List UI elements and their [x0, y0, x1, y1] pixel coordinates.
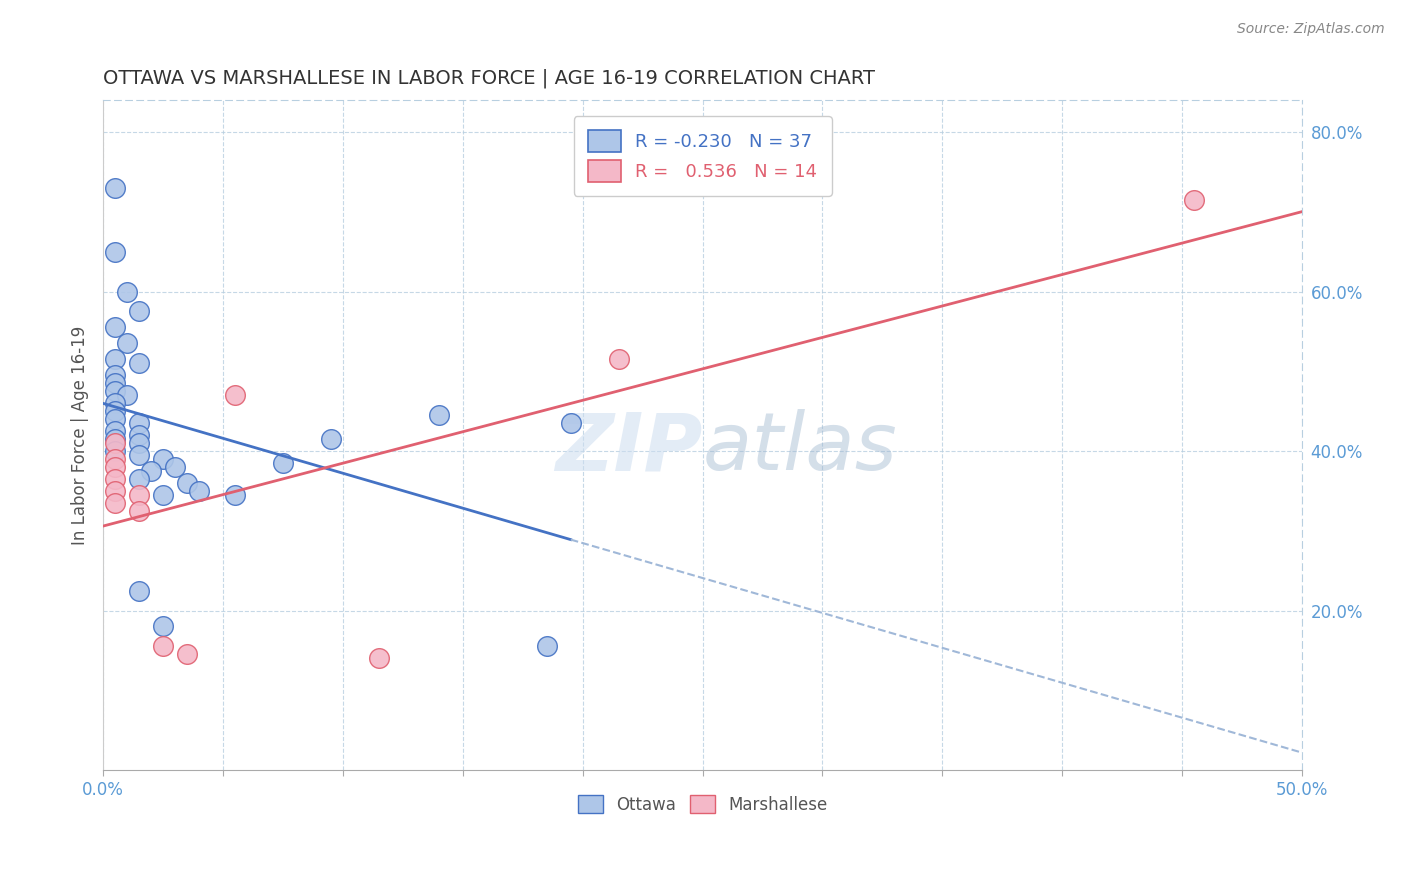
Point: [152, 452, 174, 467]
Point: [104, 444, 127, 458]
Point: [128, 436, 150, 450]
Point: [176, 475, 198, 490]
Point: [104, 436, 127, 450]
Point: [104, 496, 127, 510]
Point: [104, 384, 127, 399]
Point: [104, 368, 127, 383]
Text: Source: ZipAtlas.com: Source: ZipAtlas.com: [1237, 22, 1385, 37]
Legend: Ottawa, Marshallese: Ottawa, Marshallese: [569, 787, 835, 822]
Point: [104, 320, 127, 334]
Point: [115, 336, 138, 351]
Y-axis label: In Labor Force | Age 16-19: In Labor Force | Age 16-19: [72, 326, 89, 545]
Point: [104, 460, 127, 475]
Point: [607, 352, 630, 367]
Point: [152, 488, 174, 502]
Point: [319, 432, 342, 446]
Point: [128, 448, 150, 462]
Point: [104, 452, 127, 467]
Point: [104, 432, 127, 446]
Point: [104, 181, 127, 195]
Point: [104, 424, 127, 438]
Point: [271, 456, 294, 470]
Point: [128, 488, 150, 502]
Point: [128, 416, 150, 430]
Point: [115, 285, 138, 299]
Point: [536, 640, 558, 654]
Point: [104, 404, 127, 418]
Point: [560, 416, 582, 430]
Point: [104, 244, 127, 259]
Point: [1182, 193, 1205, 207]
Point: [139, 464, 162, 478]
Point: [104, 352, 127, 367]
Point: [128, 504, 150, 518]
Point: [367, 651, 389, 665]
Point: [224, 388, 246, 402]
Point: [104, 376, 127, 391]
Point: [128, 428, 150, 442]
Point: [152, 619, 174, 633]
Point: [427, 408, 450, 422]
Point: [104, 472, 127, 486]
Text: atlas: atlas: [703, 409, 897, 488]
Point: [176, 648, 198, 662]
Point: [128, 356, 150, 370]
Point: [188, 483, 211, 498]
Point: [104, 483, 127, 498]
Point: [104, 412, 127, 426]
Text: ZIP: ZIP: [555, 409, 703, 488]
Point: [128, 472, 150, 486]
Point: [152, 640, 174, 654]
Point: [224, 488, 246, 502]
Point: [104, 396, 127, 410]
Point: [115, 388, 138, 402]
Text: OTTAWA VS MARSHALLESE IN LABOR FORCE | AGE 16-19 CORRELATION CHART: OTTAWA VS MARSHALLESE IN LABOR FORCE | A…: [103, 69, 875, 88]
Point: [128, 583, 150, 598]
Point: [165, 460, 187, 475]
Point: [128, 304, 150, 318]
